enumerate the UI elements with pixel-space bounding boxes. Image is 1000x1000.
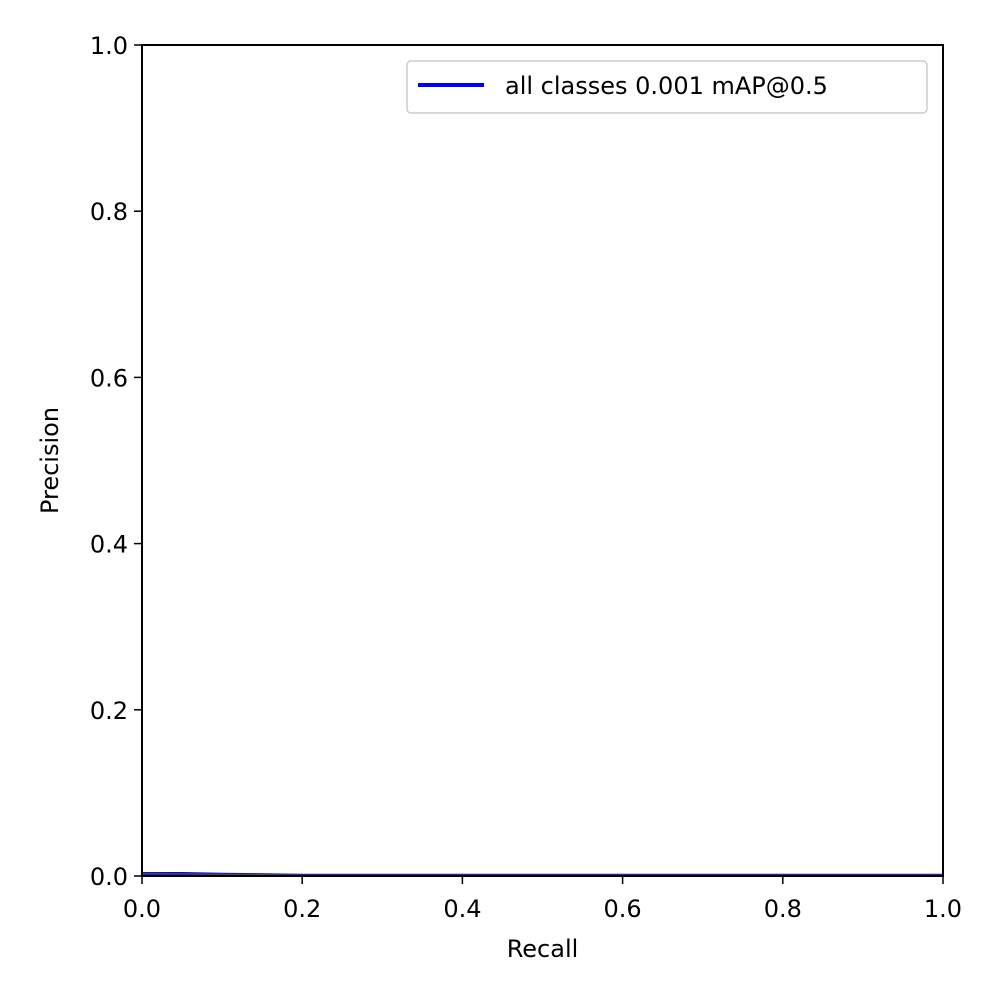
x-tick-label: 0.4 (443, 895, 481, 923)
x-tick-label: 0.8 (764, 895, 802, 923)
x-tick-label: 0.6 (604, 895, 642, 923)
y-tick-label: 0.4 (90, 531, 128, 559)
y-axis-label: Precision (36, 407, 64, 514)
legend-label-all-classes: all classes 0.001 mAP@0.5 (505, 72, 828, 100)
x-axis-label: Recall (507, 935, 579, 963)
series-layer (141, 872, 943, 877)
x-tick-label: 0.0 (123, 895, 161, 923)
x-tick-label: 0.2 (283, 895, 321, 923)
y-tick-label: 0.6 (90, 364, 128, 392)
x-axis-ticks: 0.0 0.2 0.4 0.6 0.8 1.0 (123, 876, 962, 923)
y-tick-label: 1.0 (90, 32, 128, 60)
y-tick-label: 0.8 (90, 198, 128, 226)
plot-area (142, 45, 943, 876)
x-tick-label: 1.0 (924, 895, 962, 923)
y-tick-label: 0.2 (90, 697, 128, 725)
legend-box (406, 60, 928, 114)
y-tick-label: 0.0 (90, 863, 128, 891)
axes-frame (141, 44, 944, 877)
legend: all classes 0.001 mAP@0.5 (406, 60, 928, 114)
y-axis-ticks: 0.0 0.2 0.4 0.6 0.8 1.0 (90, 32, 142, 891)
